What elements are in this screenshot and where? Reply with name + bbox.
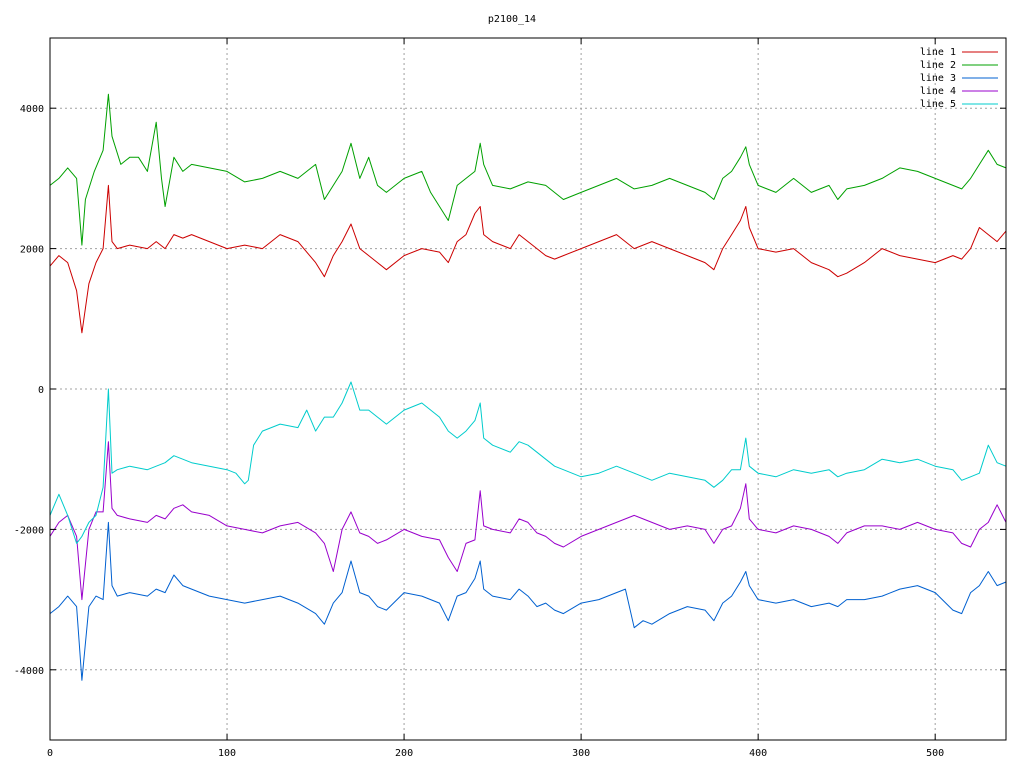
legend-label-3: line 3 — [920, 73, 956, 84]
y-tick-label-0: -4000 — [14, 666, 44, 677]
y-tick-label-2: 0 — [38, 385, 44, 396]
legend-label-4: line 4 — [920, 86, 956, 97]
plot-series — [49, 93, 1007, 681]
x-tick-label-0: 0 — [47, 748, 53, 759]
x-tick-label-2: 200 — [395, 748, 413, 759]
legend-label-2: line 2 — [920, 60, 956, 71]
series-line-1 — [49, 184, 1007, 334]
chart-title: p2100_14 — [488, 14, 536, 25]
series-line-5 — [49, 381, 1007, 544]
x-tick-label-4: 400 — [749, 748, 767, 759]
plot-area-frame — [49, 37, 1007, 741]
y-tick-label-4: 4000 — [20, 104, 44, 115]
legend: line 1 line 2 line 3 line 4 line 5 — [920, 47, 998, 110]
y-tick-label-3: 2000 — [20, 245, 44, 256]
grid-lines — [49, 38, 1006, 740]
series-line-4 — [49, 441, 1007, 601]
legend-label-1: line 1 — [920, 47, 956, 58]
y-tick-label-1: -2000 — [14, 525, 44, 536]
axis-ticks: 0 100 200 300 400 500 -4000 -2000 0 2000 4000 — [14, 38, 1006, 759]
x-tick-label-3: 300 — [572, 748, 590, 759]
x-tick-label-1: 100 — [218, 748, 236, 759]
series-line-2 — [49, 93, 1007, 246]
series-line-3 — [49, 521, 1007, 681]
legend-label-5: line 5 — [920, 99, 956, 110]
x-tick-label-5: 500 — [926, 748, 944, 759]
